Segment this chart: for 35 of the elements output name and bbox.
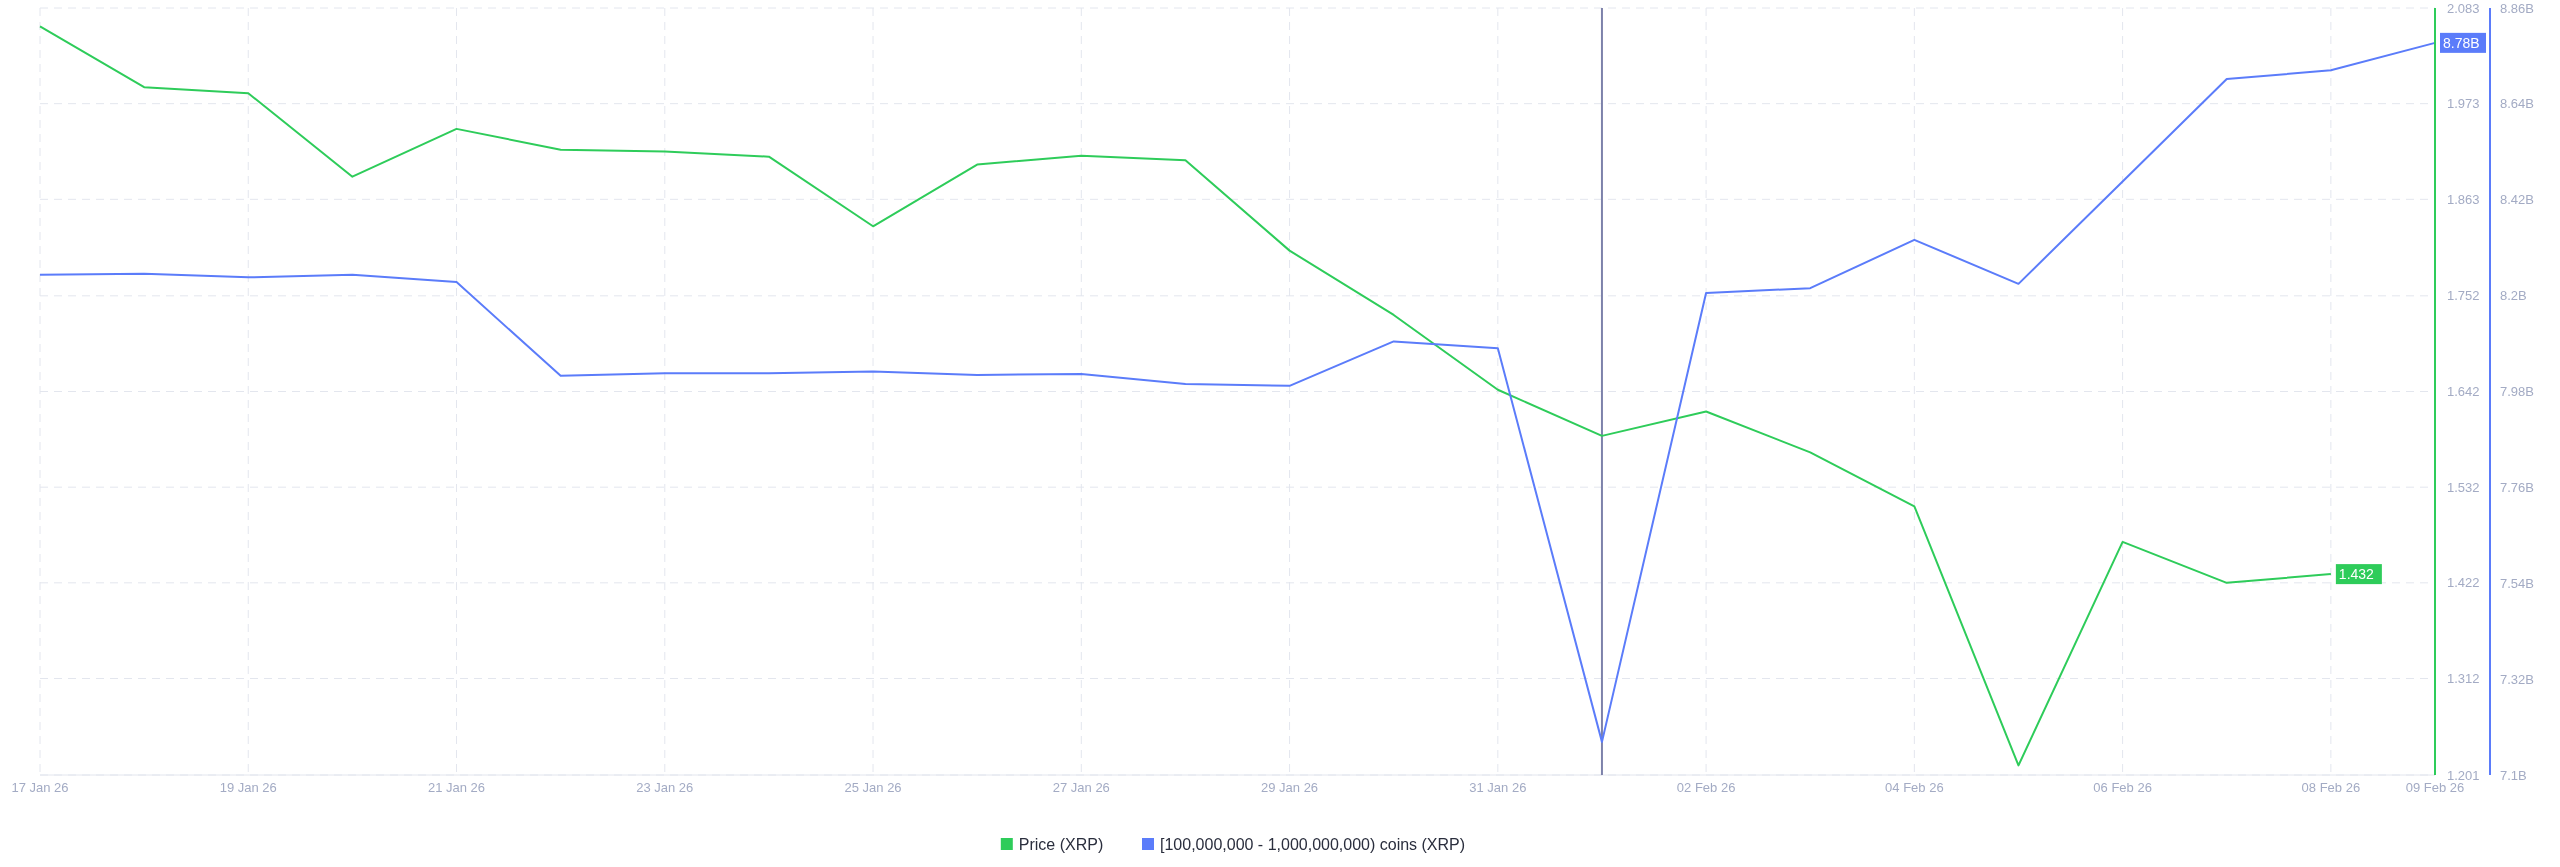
y-tick-label: 1.312: [2447, 671, 2480, 687]
data-label: 8.78B: [2443, 34, 2480, 51]
y2-tick-label: 7.32B: [2500, 671, 2534, 687]
y-tick-label: 1.422: [2447, 575, 2480, 591]
y-tick-label: 1.532: [2447, 479, 2480, 495]
x-tick-label: 09 Feb 26: [2405, 780, 2465, 795]
y2-tick-label: 7.76B: [2500, 479, 2534, 495]
y2-tick-label: 8.2B: [2500, 288, 2527, 304]
y-tick-label: 1.863: [2447, 191, 2480, 207]
x-tick-label: 04 Feb 26: [1885, 780, 1944, 795]
y-tick-label: 1.201: [2447, 767, 2480, 783]
x-tick-label: 27 Jan 26: [1052, 780, 1110, 795]
y2-tick-label: 7.54B: [2500, 575, 2534, 591]
y-tick-label: 1.973: [2447, 96, 2480, 112]
y2-tick-label: 8.64B: [2500, 96, 2534, 112]
x-tick-label: 25 Jan 26: [844, 780, 902, 795]
x-tick-label: 17 Jan 26: [11, 780, 69, 795]
y-tick-label: 1.752: [2447, 288, 2480, 304]
legend-label: Price (XRP): [1018, 835, 1104, 853]
y-tick-label: 2.083: [2447, 0, 2480, 16]
x-tick-label: 02 Feb 26: [1676, 780, 1736, 795]
y-tick-label: 1.642: [2447, 384, 2480, 400]
x-tick-label: 08 Feb 26: [2301, 780, 2361, 795]
x-tick-label: 21 Jan 26: [427, 780, 486, 795]
y2-tick-label: 7.1B: [2500, 767, 2527, 783]
x-tick-label: 29 Jan 26: [1261, 780, 1319, 795]
y2-tick-label: 7.98B: [2500, 384, 2534, 400]
y2-tick-label: 8.42B: [2500, 192, 2534, 208]
legend-label: [100,000,000 - 1,000,000,000) coins (XRP): [1160, 835, 1466, 853]
x-tick-label: 23 Jan 26: [636, 780, 694, 795]
x-tick-label: 31 Jan 26: [1469, 780, 1527, 795]
x-tick-label: 06 Feb 26: [2093, 780, 2152, 795]
x-tick-label: 19 Jan 26: [219, 780, 277, 795]
y2-tick-label: 8.86B: [2500, 0, 2534, 16]
data-label: 1.432: [2338, 566, 2375, 583]
